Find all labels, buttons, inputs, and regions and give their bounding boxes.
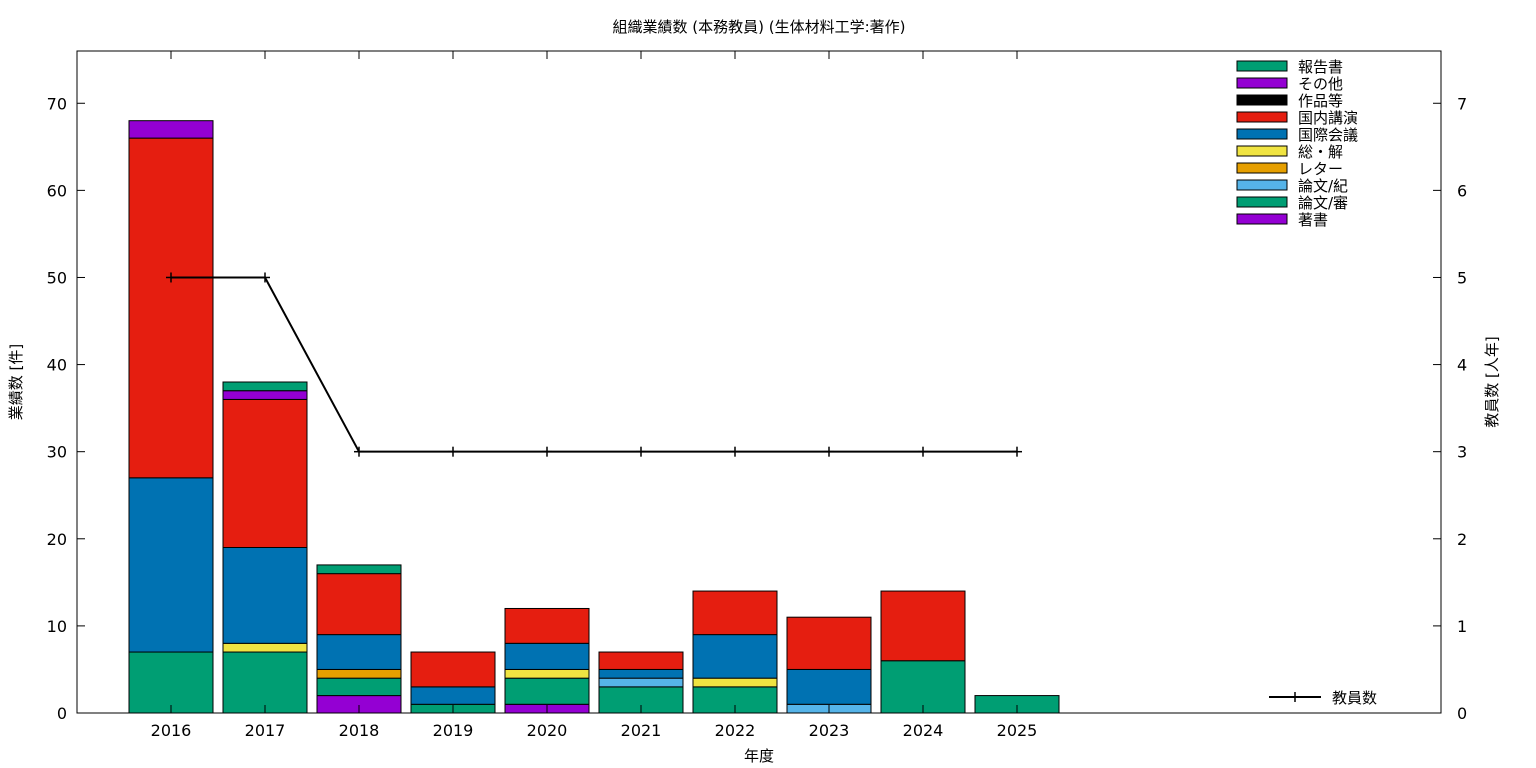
bar-segment	[316, 573, 402, 636]
y-tick-label: 40	[47, 356, 67, 375]
legend-swatch	[1236, 145, 1288, 157]
bar-segment	[222, 547, 308, 644]
y2-tick-label: 0	[1457, 704, 1467, 723]
line-series-faculty-count	[171, 276, 1017, 453]
bar-segment	[504, 668, 590, 679]
x-tick-label: 2016	[151, 721, 192, 740]
y-tick-label: 0	[57, 704, 67, 723]
bar-segment	[786, 616, 872, 670]
bar-segment	[598, 677, 684, 688]
y-tick-label: 10	[47, 617, 67, 636]
bar-segment	[504, 642, 590, 670]
legend-swatch	[1236, 111, 1288, 123]
bar-segment	[128, 477, 214, 653]
bar-segment	[410, 651, 496, 688]
y-tick-label: 60	[47, 181, 67, 200]
bar-segment	[222, 381, 308, 392]
x-tick-label: 2023	[809, 721, 850, 740]
y2-tick-label: 5	[1457, 268, 1467, 287]
legend-label: 国際会議	[1298, 126, 1358, 144]
x-tick-label: 2018	[339, 721, 380, 740]
legend-swatch	[1236, 213, 1288, 225]
bar-segment	[222, 651, 308, 714]
bar-segment	[692, 590, 778, 636]
x-tick-label: 2025	[997, 721, 1038, 740]
y-tick-label: 20	[47, 530, 67, 549]
x-tick-label: 2021	[621, 721, 662, 740]
bar-segment	[222, 390, 308, 400]
y2-tick-label: 6	[1457, 181, 1467, 200]
legend-label: レター	[1298, 160, 1343, 178]
legend-label: 著書	[1298, 211, 1328, 229]
y2-tick-label: 3	[1457, 443, 1467, 462]
y-tick-label: 70	[47, 94, 67, 113]
legend-label: 論文/紀	[1298, 177, 1348, 195]
ticks-layer: 0 10 20 30 40 50 60 70 0 1 2 3 4 5 6 7 2016 2017 2018 2019 2…	[47, 51, 1467, 740]
legend-swatch	[1236, 94, 1288, 106]
bar-segment	[692, 677, 778, 688]
bar-segment	[880, 590, 966, 662]
bar-segment	[222, 642, 308, 653]
bar-segment	[598, 651, 684, 670]
bar-segment	[692, 634, 778, 679]
bar-segment	[880, 660, 966, 714]
legend-label: 国内講演	[1298, 109, 1358, 127]
y2-tick-label: 7	[1457, 94, 1467, 113]
legend-swatch	[1236, 196, 1288, 208]
y2-tick-label: 2	[1457, 530, 1467, 549]
bar-segment	[128, 651, 214, 714]
bars-layer	[128, 120, 1060, 714]
y2-tick-label: 1	[1457, 617, 1467, 636]
bar-segment	[128, 137, 214, 479]
legend-label: 報告書	[1298, 58, 1343, 76]
bar-segment	[410, 686, 496, 705]
bar-segment	[316, 564, 402, 575]
bar-segment	[316, 677, 402, 697]
y-axis-title: 業績数 [件]	[7, 344, 25, 420]
x-tick-label: 2024	[903, 721, 944, 740]
legend-label: その他	[1298, 75, 1343, 93]
y2-tick-label: 4	[1457, 356, 1467, 375]
x-tick-label: 2017	[245, 721, 286, 740]
legend-swatch	[1236, 77, 1288, 89]
bar-segment	[504, 677, 590, 705]
legend-swatch	[1236, 179, 1288, 191]
bar-segment	[128, 120, 214, 139]
bar-segment	[504, 607, 590, 644]
x-tick-label: 2020	[527, 721, 568, 740]
bar-segment	[598, 668, 684, 679]
legend-swatch	[1236, 60, 1288, 72]
bar-segment	[786, 668, 872, 705]
chart-title: 組織業績数 (本務教員) (生体材料工学:著作)	[613, 18, 906, 36]
legend-swatch	[1236, 162, 1288, 174]
legend-label: 作品等	[1298, 92, 1343, 110]
bar-segment	[316, 668, 402, 679]
x-tick-label: 2022	[715, 721, 756, 740]
legend-label: 論文/審	[1298, 194, 1348, 212]
line-layer	[166, 272, 1022, 457]
legend-swatch	[1236, 128, 1288, 140]
y-tick-label: 30	[47, 443, 67, 462]
y-tick-label: 50	[47, 268, 67, 287]
plot-frame	[76, 50, 1442, 714]
legend-label: 教員数	[1332, 689, 1377, 707]
legend-label: 総・解	[1298, 143, 1343, 161]
x-tick-label: 2019	[433, 721, 474, 740]
bar-segment	[222, 398, 308, 548]
x-axis-title: 年度	[744, 747, 774, 765]
bar-segment	[316, 634, 402, 670]
y2-axis-title: 教員数 [人年]	[1483, 336, 1501, 427]
